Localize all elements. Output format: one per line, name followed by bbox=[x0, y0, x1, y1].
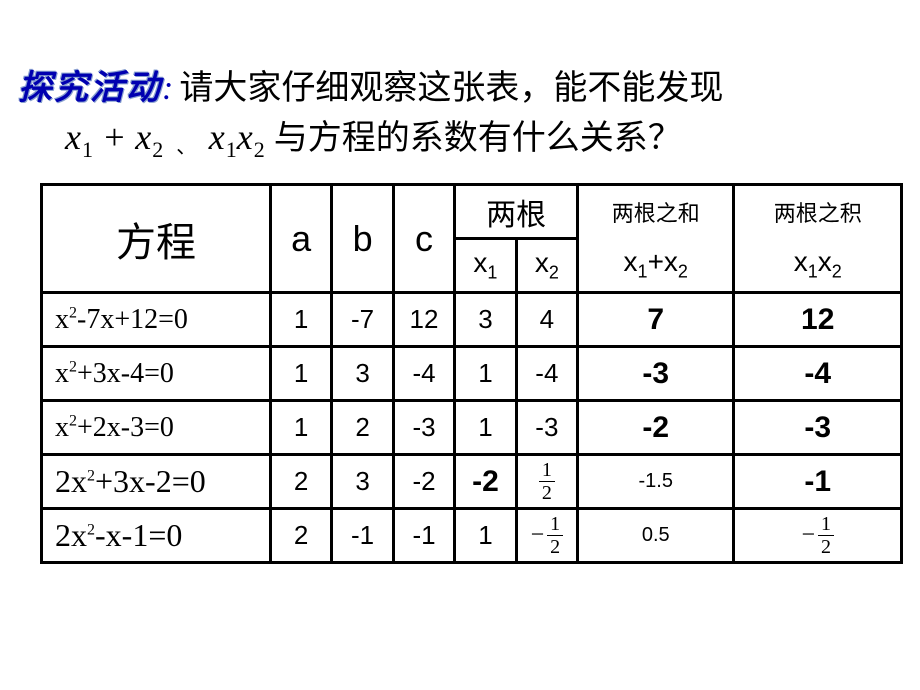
cell-prod: 12 bbox=[734, 293, 902, 347]
cell-sum: 0.5 bbox=[578, 509, 734, 563]
header-x2: x2 bbox=[516, 239, 577, 293]
cell-equation: x2+3x-4=0 bbox=[42, 347, 271, 401]
cell-c: -2 bbox=[393, 455, 454, 509]
cell-x1: 3 bbox=[455, 293, 516, 347]
cell-x2: -3 bbox=[516, 401, 577, 455]
table-row: 2x2-x-1=02-1-11−120.5−12 bbox=[42, 509, 902, 563]
header-row-1: 方程 a b c 两根 两根之和 两根之积 bbox=[42, 185, 902, 239]
cell-sum: 7 bbox=[578, 293, 734, 347]
math-prod-expr: x1x2 bbox=[209, 117, 274, 157]
header-a: a bbox=[270, 185, 331, 293]
header-equation: 方程 bbox=[42, 185, 271, 293]
title-line-2: x1 + x2 、 x1x2 与方程的系数有什么关系？ bbox=[65, 110, 682, 163]
table-row: 2x2+3x-2=023-2-212-1.5-1 bbox=[42, 455, 902, 509]
title-text-2: 与方程的系数有什么关系？ bbox=[274, 120, 682, 157]
header-c: c bbox=[393, 185, 454, 293]
title-text-1: 请大家仔细观察这张表，能不能发现 bbox=[179, 70, 723, 107]
cell-b: -7 bbox=[332, 293, 393, 347]
cell-x2: −12 bbox=[516, 509, 577, 563]
cell-c: -1 bbox=[393, 509, 454, 563]
data-table: 方程 a b c 两根 两根之和 两根之积 x1 x2 x1+x2 x1x2 x… bbox=[40, 183, 903, 564]
cell-prod: −12 bbox=[734, 509, 902, 563]
cell-a: 1 bbox=[270, 293, 331, 347]
cell-c: -3 bbox=[393, 401, 454, 455]
table-row: x2+2x-3=012-31-3-2-3 bbox=[42, 401, 902, 455]
data-table-wrap: 方程 a b c 两根 两根之和 两根之积 x1 x2 x1+x2 x1x2 x… bbox=[40, 183, 903, 564]
cell-x2: 4 bbox=[516, 293, 577, 347]
cell-a: 2 bbox=[270, 509, 331, 563]
cell-a: 1 bbox=[270, 401, 331, 455]
cell-sum: -2 bbox=[578, 401, 734, 455]
table-row: x2+3x-4=013-41-4-3-4 bbox=[42, 347, 902, 401]
cell-b: 3 bbox=[332, 455, 393, 509]
cell-a: 2 bbox=[270, 455, 331, 509]
header-prod-label: 两根之积 bbox=[734, 185, 902, 239]
cell-x1: 1 bbox=[455, 401, 516, 455]
title-line-1: 探究活动:请大家仔细观察这张表，能不能发现 bbox=[18, 60, 723, 109]
cell-x1: 1 bbox=[455, 347, 516, 401]
cell-c: -4 bbox=[393, 347, 454, 401]
title-prefix: 探究活动 bbox=[18, 70, 162, 107]
cell-b: 2 bbox=[332, 401, 393, 455]
header-sum-label: 两根之和 bbox=[578, 185, 734, 239]
math-sum-expr: x1 + x2 bbox=[65, 117, 172, 157]
cell-sum: -1.5 bbox=[578, 455, 734, 509]
header-b: b bbox=[332, 185, 393, 293]
cell-b: -1 bbox=[332, 509, 393, 563]
cell-x1: -2 bbox=[455, 455, 516, 509]
header-sum-expr: x1+x2 bbox=[578, 239, 734, 293]
cell-c: 12 bbox=[393, 293, 454, 347]
cell-x1: 1 bbox=[455, 509, 516, 563]
table-row: x2-7x+12=01-71234712 bbox=[42, 293, 902, 347]
cell-prod: -3 bbox=[734, 401, 902, 455]
cell-equation: x2-7x+12=0 bbox=[42, 293, 271, 347]
cell-equation: x2+2x-3=0 bbox=[42, 401, 271, 455]
separator: 、 bbox=[176, 136, 196, 158]
header-x1: x1 bbox=[455, 239, 516, 293]
cell-prod: -1 bbox=[734, 455, 902, 509]
cell-prod: -4 bbox=[734, 347, 902, 401]
header-prod-expr: x1x2 bbox=[734, 239, 902, 293]
cell-a: 1 bbox=[270, 347, 331, 401]
cell-equation: 2x2-x-1=0 bbox=[42, 509, 271, 563]
cell-x2: -4 bbox=[516, 347, 577, 401]
cell-b: 3 bbox=[332, 347, 393, 401]
cell-sum: -3 bbox=[578, 347, 734, 401]
cell-equation: 2x2+3x-2=0 bbox=[42, 455, 271, 509]
header-roots: 两根 bbox=[455, 185, 578, 239]
cell-x2: 12 bbox=[516, 455, 577, 509]
title-colon: : bbox=[162, 70, 173, 107]
